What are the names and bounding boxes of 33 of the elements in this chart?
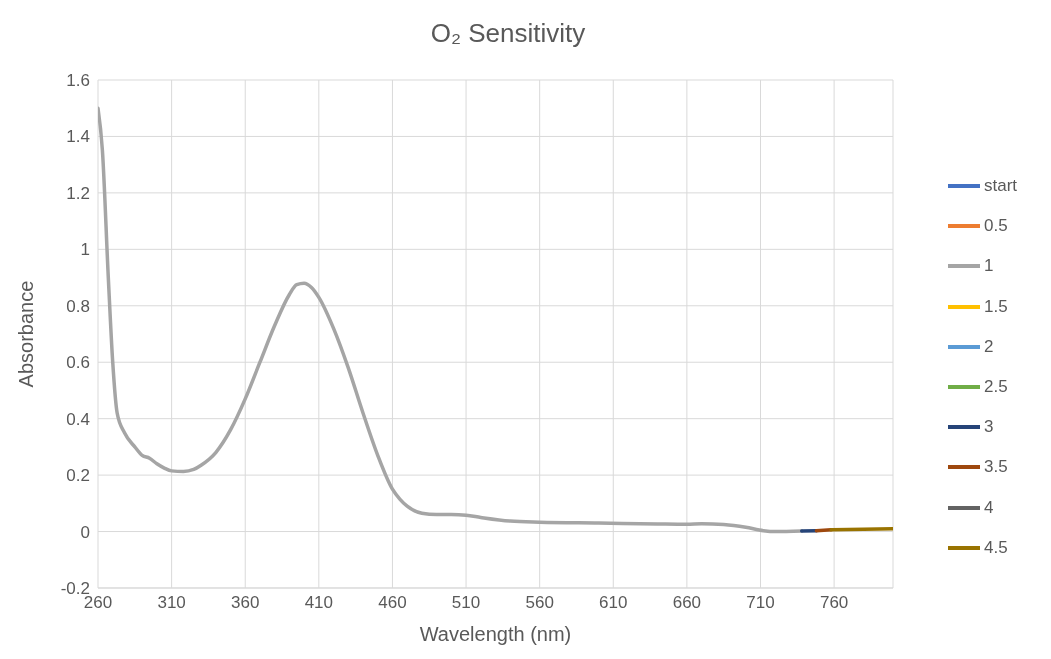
x-tick-label: 310 [157, 593, 186, 613]
y-tick-label: 1 [80, 240, 90, 260]
chart-title: O₂ Sensitivity [429, 18, 587, 49]
line-series [98, 106, 804, 534]
y-tick-label: 1.6 [66, 71, 90, 91]
legend-label: 2.5 [984, 377, 1008, 398]
y-tick-label: 0.4 [66, 409, 90, 429]
x-tick-label: 560 [525, 593, 554, 613]
x-tick-label: 660 [672, 593, 702, 613]
y-axis-title: Absorbance [15, 280, 38, 388]
legend-label: 1 [984, 256, 994, 277]
legend-label: start [984, 176, 1018, 197]
legend-label: 0.5 [984, 216, 1008, 237]
y-tick-label: 0.6 [66, 353, 90, 373]
legend-label: 2 [984, 336, 994, 357]
y-tick-label: 0.8 [66, 296, 90, 316]
y-tick-label: 0 [80, 522, 90, 542]
x-tick-label: 710 [746, 593, 775, 613]
x-axis-title: Wavelength (nm) [419, 623, 572, 645]
y-tick-label: 0.2 [66, 466, 90, 486]
x-tick-label: 760 [819, 593, 849, 613]
legend-label: 4.5 [984, 537, 1008, 558]
x-tick-label: 610 [599, 593, 628, 613]
x-tick-label: 510 [451, 593, 481, 613]
x-tick-label: 410 [304, 593, 334, 613]
legend-label: 1.5 [984, 296, 1008, 317]
legend-label: 3.5 [984, 457, 1008, 478]
y-tick-label: 1.2 [66, 183, 90, 203]
legend-label: 4 [984, 497, 994, 518]
y-tick-label: 1.4 [66, 127, 90, 147]
x-tick-label: 360 [231, 593, 260, 613]
legend-label: 3 [984, 417, 994, 438]
x-tick-label: 460 [378, 593, 407, 613]
